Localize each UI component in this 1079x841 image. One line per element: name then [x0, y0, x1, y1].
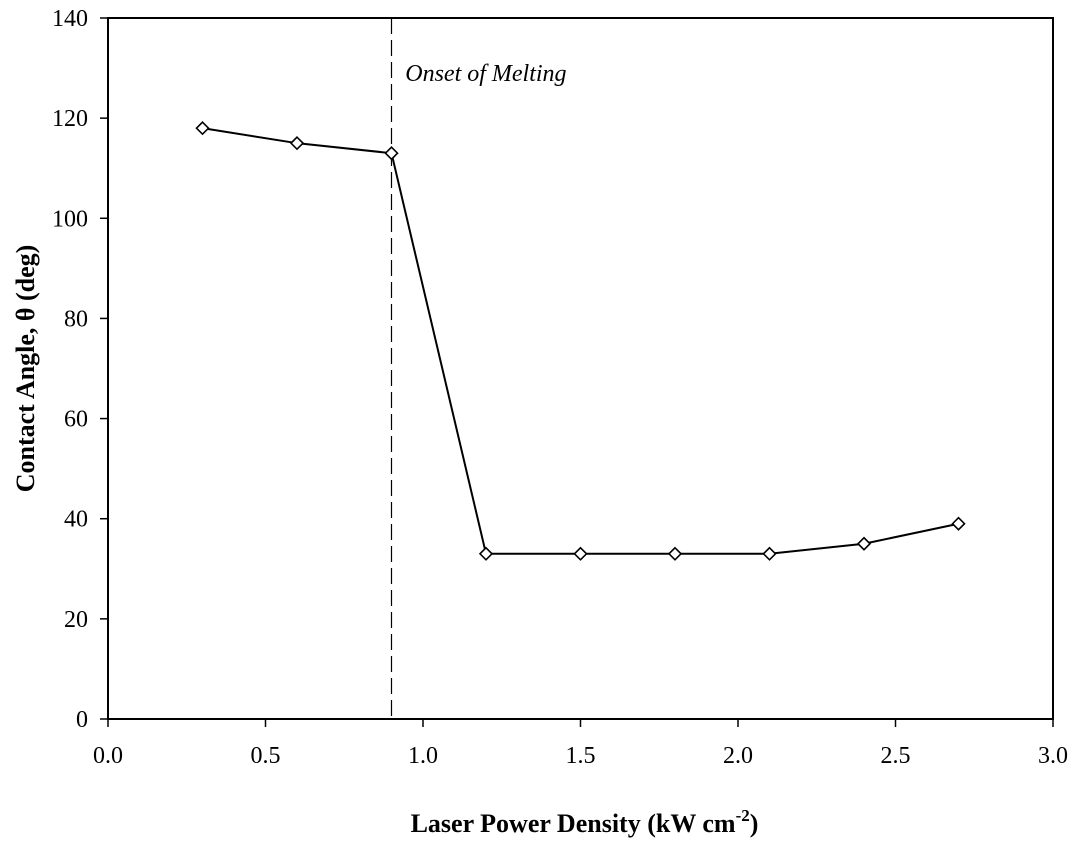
data-point-marker: [856, 536, 872, 551]
x-tick-label: 2.5: [881, 743, 911, 769]
y-tick-label: 100: [52, 206, 88, 232]
x-axis-title-superscript: -2: [736, 806, 750, 825]
y-tick-label: 0: [76, 707, 88, 733]
series-group: [202, 127, 959, 555]
plot-area: [107, 17, 1054, 720]
y-tick-label: 140: [52, 6, 88, 32]
x-tick-label: 2.0: [723, 743, 753, 769]
data-point-marker: [478, 546, 494, 561]
data-point-marker: [384, 146, 399, 161]
data-point-marker: [289, 136, 305, 151]
y-tick-label: 120: [52, 106, 88, 132]
series-markers: [195, 121, 966, 561]
onset-annotation: Onset of Melting: [405, 61, 566, 87]
y-tick-label: 40: [64, 507, 88, 533]
x-axis-title: Laser Power Density (kW cm-2): [411, 806, 759, 838]
series-line: [202, 127, 959, 555]
x-tick-label: 0.0: [93, 743, 123, 769]
x-tick-label: 1.0: [408, 743, 438, 769]
data-point-marker: [573, 546, 588, 561]
x-axis-ticks: 0.0 0.5 1.0 1.5 2.0 2.5 3.0: [93, 719, 1068, 769]
y-tick-label: 60: [64, 407, 88, 433]
x-axis-title-end: ): [750, 809, 759, 838]
data-point-marker: [951, 516, 966, 531]
y-axis-ticks: 0 20 40 60 80 100 120 140: [52, 6, 108, 733]
y-tick-label: 80: [64, 306, 88, 332]
x-axis-title-main: Laser Power Density (kW cm: [411, 809, 736, 838]
x-tick-label: 3.0: [1038, 743, 1068, 769]
x-tick-label: 1.5: [566, 743, 596, 769]
data-point-marker: [762, 546, 777, 561]
data-point-marker: [667, 546, 683, 561]
x-tick-label: 0.5: [251, 743, 281, 769]
y-tick-label: 20: [64, 607, 88, 633]
data-point-marker: [195, 121, 210, 136]
y-axis-title: Contact Angle, θ (deg): [11, 245, 40, 493]
